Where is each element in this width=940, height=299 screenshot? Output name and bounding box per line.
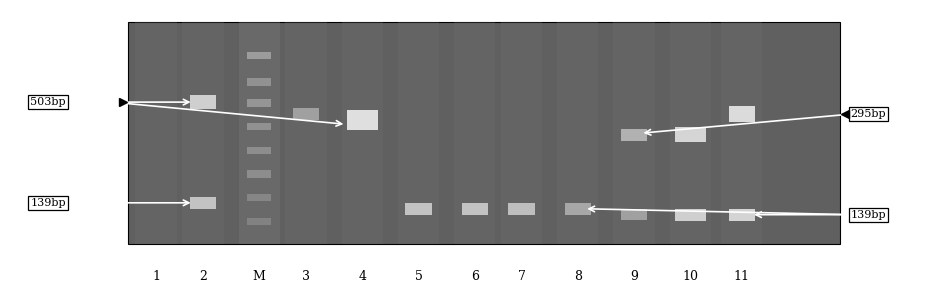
Bar: [247, 123, 272, 130]
Text: 503bp: 503bp: [30, 97, 66, 107]
Text: 8: 8: [573, 270, 582, 283]
Bar: [190, 197, 216, 209]
Bar: [247, 194, 272, 201]
Bar: [675, 127, 706, 142]
Bar: [501, 22, 542, 244]
Bar: [286, 22, 326, 244]
Text: 6: 6: [471, 270, 478, 283]
Bar: [247, 218, 272, 225]
Bar: [293, 108, 319, 120]
Bar: [135, 22, 177, 244]
Text: 2: 2: [199, 270, 207, 283]
Text: 1: 1: [152, 270, 160, 283]
Text: 139bp: 139bp: [30, 198, 66, 208]
Bar: [182, 22, 224, 244]
Bar: [621, 129, 647, 141]
Bar: [247, 78, 272, 86]
Bar: [247, 52, 272, 59]
Bar: [190, 95, 216, 109]
Bar: [565, 203, 591, 215]
Bar: [347, 110, 378, 129]
Bar: [247, 147, 272, 154]
Bar: [405, 203, 431, 215]
Text: 295bp: 295bp: [851, 109, 886, 119]
Bar: [462, 203, 488, 215]
Text: M: M: [253, 270, 266, 283]
Bar: [721, 22, 762, 244]
Bar: [728, 209, 755, 221]
Bar: [557, 22, 599, 244]
Bar: [341, 22, 383, 244]
Bar: [509, 203, 535, 215]
Bar: [128, 22, 840, 244]
Text: 10: 10: [682, 270, 698, 283]
Text: 11: 11: [734, 270, 750, 283]
Bar: [454, 22, 495, 244]
Bar: [398, 22, 439, 244]
Text: 3: 3: [302, 270, 310, 283]
Text: 9: 9: [630, 270, 638, 283]
Bar: [614, 22, 654, 244]
Bar: [669, 22, 711, 244]
Bar: [247, 170, 272, 178]
Bar: [239, 22, 280, 244]
Text: 139bp: 139bp: [851, 210, 886, 220]
Text: 5: 5: [415, 270, 422, 283]
Bar: [675, 209, 706, 221]
Text: 7: 7: [518, 270, 525, 283]
Bar: [621, 210, 647, 220]
Bar: [247, 99, 272, 106]
Bar: [728, 106, 755, 122]
Text: 4: 4: [358, 270, 367, 283]
